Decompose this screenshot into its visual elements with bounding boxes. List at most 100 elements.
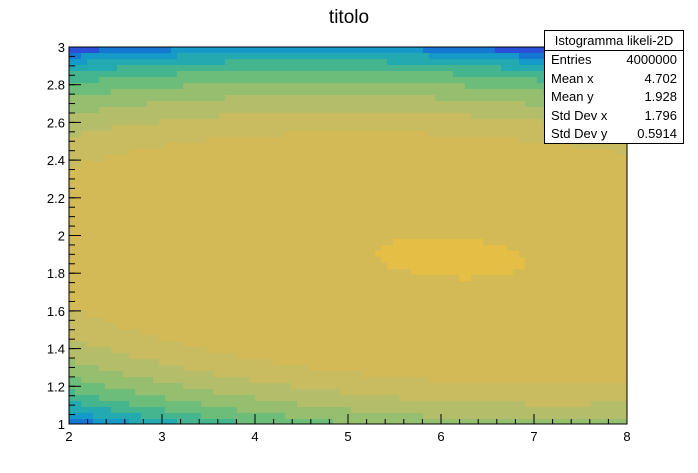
contour-cell [477, 95, 484, 102]
contour-cell [105, 323, 112, 330]
contour-cell [489, 155, 496, 162]
contour-cell [87, 389, 94, 396]
contour-cell [381, 53, 388, 60]
contour-cell [375, 329, 382, 336]
contour-cell [501, 179, 508, 186]
contour-cell [495, 323, 502, 330]
contour-cell [345, 227, 352, 234]
contour-cell [69, 101, 76, 108]
contour-cell [117, 167, 124, 174]
contour-cell [303, 311, 310, 318]
contour-cell [309, 407, 316, 414]
contour-cell [525, 131, 532, 138]
contour-cell [183, 71, 190, 78]
contour-cell [75, 173, 82, 180]
contour-cell [303, 377, 310, 384]
contour-cell [429, 59, 436, 66]
contour-cell [465, 371, 472, 378]
contour-cell [225, 227, 232, 234]
contour-cell [279, 251, 286, 258]
contour-cell [81, 83, 88, 90]
contour-cell [309, 299, 316, 306]
contour-cell [285, 227, 292, 234]
contour-cell [327, 53, 334, 60]
contour-cell [483, 131, 490, 138]
contour-cell [459, 317, 466, 324]
contour-cell [201, 59, 208, 66]
contour-cell [531, 101, 538, 108]
contour-cell [519, 401, 526, 408]
contour-cell [75, 71, 82, 78]
contour-cell [291, 167, 298, 174]
contour-cell [345, 239, 352, 246]
contour-cell [441, 89, 448, 96]
contour-cell [471, 293, 478, 300]
contour-cell [291, 137, 298, 144]
contour-cell [291, 113, 298, 120]
contour-cell [447, 317, 454, 324]
contour-cell [483, 305, 490, 312]
contour-cell [75, 83, 82, 90]
contour-cell [471, 71, 478, 78]
contour-cell [105, 317, 112, 324]
contour-cell [99, 287, 106, 294]
contour-cell [369, 143, 376, 150]
contour-cell [297, 101, 304, 108]
contour-cell [279, 401, 286, 408]
contour-cell [285, 191, 292, 198]
contour-cell [171, 125, 178, 132]
contour-cell [69, 329, 76, 336]
contour-cell [519, 101, 526, 108]
contour-cell [291, 287, 298, 294]
contour-cell [279, 395, 286, 402]
contour-cell [303, 317, 310, 324]
contour-cell [285, 197, 292, 204]
contour-cell [99, 191, 106, 198]
contour-cell [399, 47, 406, 54]
contour-cell [519, 347, 526, 354]
contour-cell [525, 257, 532, 264]
contour-cell [249, 65, 256, 72]
contour-cell [153, 257, 160, 264]
contour-cell [507, 257, 514, 264]
contour-cell [525, 179, 532, 186]
contour-cell [207, 269, 214, 276]
contour-cell [303, 287, 310, 294]
contour-cell [141, 395, 148, 402]
contour-cell [255, 125, 262, 132]
contour-cell [435, 365, 442, 372]
contour-cell [315, 119, 322, 126]
contour-cell [183, 227, 190, 234]
contour-cell [153, 329, 160, 336]
contour-cell [339, 281, 346, 288]
contour-cell [129, 395, 136, 402]
contour-cell [327, 305, 334, 312]
contour-cell [357, 65, 364, 72]
contour-cell [297, 203, 304, 210]
contour-cell [429, 185, 436, 192]
contour-cell [75, 137, 82, 144]
contour-cell [435, 347, 442, 354]
contour-cell [135, 287, 142, 294]
contour-cell [231, 293, 238, 300]
contour-cell [207, 413, 214, 420]
contour-cell [465, 335, 472, 342]
contour-cell [117, 185, 124, 192]
contour-cell [297, 173, 304, 180]
contour-cell [357, 371, 364, 378]
contour-cell [225, 335, 232, 342]
contour-cell [129, 161, 136, 168]
contour-cell [489, 215, 496, 222]
contour-cell [159, 371, 166, 378]
contour-cell [477, 281, 484, 288]
contour-cell [405, 245, 412, 252]
contour-cell [429, 257, 436, 264]
contour-cell [105, 389, 112, 396]
contour-cell [453, 89, 460, 96]
contour-cell [177, 107, 184, 114]
contour-cell [489, 287, 496, 294]
contour-cell [249, 179, 256, 186]
contour-cell [441, 287, 448, 294]
contour-cell [99, 395, 106, 402]
contour-cell [87, 317, 94, 324]
